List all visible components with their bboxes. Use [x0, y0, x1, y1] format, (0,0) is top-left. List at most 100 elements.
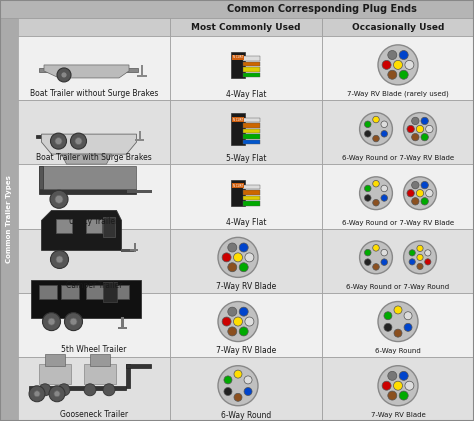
Circle shape — [61, 72, 67, 78]
Circle shape — [239, 327, 248, 336]
Circle shape — [411, 197, 419, 205]
Text: 6-Way Round or 7-Way Round: 6-Way Round or 7-Way Round — [346, 284, 449, 290]
Bar — [18, 164, 170, 229]
Bar — [231, 180, 245, 206]
Bar — [39, 68, 138, 72]
Circle shape — [373, 245, 379, 251]
Circle shape — [421, 133, 428, 141]
Text: N CURT: N CURT — [233, 56, 243, 59]
Circle shape — [378, 366, 418, 406]
Text: Common Corresponding Plug Ends: Common Corresponding Plug Ends — [227, 4, 417, 14]
Circle shape — [222, 253, 231, 262]
Bar — [121, 250, 137, 253]
Circle shape — [382, 60, 391, 69]
Bar — [243, 190, 260, 195]
Bar — [243, 67, 260, 72]
Circle shape — [416, 189, 424, 197]
Circle shape — [228, 243, 237, 252]
Bar — [231, 113, 245, 145]
Bar — [232, 55, 244, 60]
Bar — [0, 0, 474, 18]
Circle shape — [43, 313, 61, 330]
Text: Common Trailer Types: Common Trailer Types — [6, 176, 12, 264]
Bar — [18, 18, 170, 36]
Bar — [31, 280, 142, 317]
Bar — [170, 36, 322, 100]
Bar — [18, 357, 170, 421]
Circle shape — [365, 259, 371, 265]
Bar — [136, 139, 145, 141]
Text: 7-Way RV Blade: 7-Way RV Blade — [371, 412, 425, 418]
Polygon shape — [42, 134, 137, 154]
Text: Occasionally Used: Occasionally Used — [352, 22, 444, 32]
Circle shape — [34, 391, 40, 397]
Circle shape — [421, 197, 428, 205]
Circle shape — [103, 384, 115, 396]
Circle shape — [417, 254, 423, 261]
Circle shape — [378, 301, 418, 341]
Text: 5th Wheel Trailer: 5th Wheel Trailer — [61, 345, 127, 354]
Bar — [243, 196, 260, 200]
Circle shape — [378, 45, 418, 85]
Bar — [170, 18, 322, 36]
Circle shape — [373, 181, 379, 187]
Bar — [243, 56, 260, 61]
Circle shape — [384, 312, 392, 320]
Circle shape — [84, 384, 96, 396]
Circle shape — [360, 177, 392, 210]
Circle shape — [381, 249, 388, 256]
Bar — [322, 36, 474, 100]
Bar — [170, 164, 322, 229]
Bar — [243, 134, 260, 139]
Bar — [322, 293, 474, 357]
Bar — [62, 285, 80, 298]
Circle shape — [373, 135, 379, 142]
Bar — [86, 285, 104, 298]
Circle shape — [399, 70, 408, 79]
Text: 5-Way Flat: 5-Way Flat — [226, 154, 266, 163]
Bar — [322, 18, 474, 36]
Circle shape — [228, 263, 237, 272]
Circle shape — [421, 117, 428, 125]
Circle shape — [49, 386, 65, 402]
Bar — [243, 185, 260, 189]
Text: 6-Way Round or 7-Way RV Blade: 6-Way Round or 7-Way RV Blade — [342, 155, 454, 161]
Circle shape — [245, 317, 254, 326]
Text: Camper Trailer: Camper Trailer — [66, 281, 122, 290]
Bar — [232, 117, 244, 122]
Circle shape — [393, 381, 402, 390]
Circle shape — [51, 133, 66, 149]
Circle shape — [404, 312, 412, 320]
Circle shape — [365, 131, 371, 137]
Text: Most Commonly Used: Most Commonly Used — [191, 22, 301, 32]
Text: Gooseneck Trailer: Gooseneck Trailer — [60, 410, 128, 418]
Circle shape — [29, 386, 45, 402]
Circle shape — [381, 185, 388, 192]
Circle shape — [228, 327, 237, 336]
Circle shape — [426, 125, 433, 133]
Circle shape — [394, 329, 402, 337]
Bar — [18, 36, 170, 100]
Text: 6-Way Round: 6-Way Round — [221, 410, 271, 419]
Bar — [243, 62, 260, 67]
Circle shape — [411, 181, 419, 189]
Text: N CURT: N CURT — [233, 184, 243, 188]
Circle shape — [360, 113, 392, 145]
Circle shape — [411, 133, 419, 141]
Circle shape — [403, 113, 437, 145]
Bar — [170, 100, 322, 164]
Circle shape — [381, 131, 388, 137]
Circle shape — [365, 249, 371, 256]
Bar — [111, 285, 129, 298]
Circle shape — [64, 313, 82, 330]
Bar — [118, 327, 128, 329]
Bar — [39, 189, 136, 194]
Bar — [141, 65, 143, 77]
Circle shape — [404, 323, 412, 331]
Circle shape — [388, 51, 397, 59]
Bar — [322, 357, 474, 421]
Bar — [130, 250, 138, 251]
Polygon shape — [62, 154, 111, 164]
Bar — [103, 218, 116, 237]
Circle shape — [409, 250, 415, 256]
